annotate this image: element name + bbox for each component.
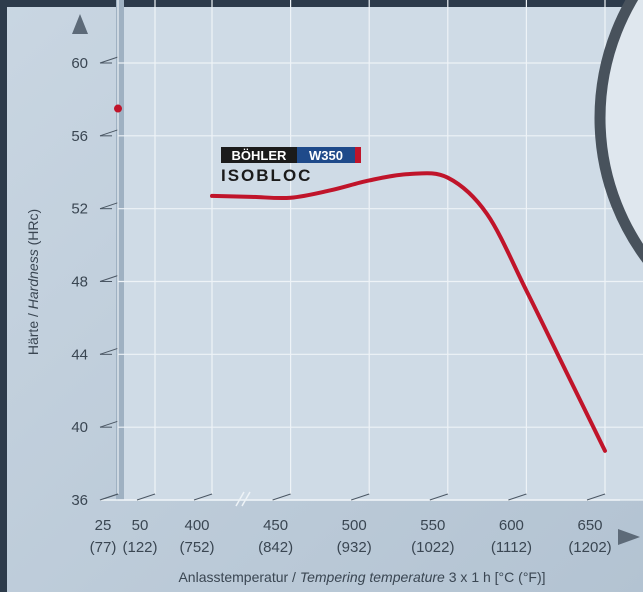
y-title-b: Hardness (25, 249, 41, 309)
x-tick-sublabel: (752) (179, 539, 214, 556)
x-title-c: 3 x 1 h [°C (°F)] (449, 569, 546, 585)
y-tick-label: 52 (71, 201, 88, 218)
logo-product: ISOBLOC (221, 166, 312, 185)
logo-maker: BÖHLER (232, 148, 288, 163)
x-tick-sublabel: (1202) (568, 539, 611, 556)
y-tick-label: 60 (71, 55, 88, 72)
plot-wall (118, 0, 643, 500)
hardness-point (114, 104, 122, 113)
frame-left (0, 0, 7, 592)
axis-wall (116, 0, 124, 500)
x-tick-label: 450 (263, 517, 288, 534)
grid-line (99, 275, 119, 282)
x-tick (508, 493, 527, 501)
logo-accent (355, 147, 361, 163)
y-tick-label: 44 (71, 346, 88, 363)
x-title-b: Tempering temperature (300, 569, 445, 585)
logo: BÖHLER W350 ISOBLOC (221, 147, 361, 185)
y-title-c: (HRc) (25, 209, 41, 246)
x-tick-label: 550 (420, 517, 445, 534)
logo-grade: W350 (309, 148, 343, 163)
logo-grade-box (297, 147, 355, 163)
logo-maker-box (221, 147, 297, 163)
x-tick (586, 493, 606, 501)
x-tick (136, 493, 156, 501)
x-axis-title: Anlasstemperatur / Tempering temperature… (178, 569, 545, 585)
lens (594, 0, 643, 263)
x-tick-label: 50 (132, 517, 149, 534)
y-tick-label: 56 (71, 128, 88, 145)
x-tick-label: 25 (95, 517, 112, 534)
grid-line (99, 347, 119, 355)
y-tick-label: 48 (71, 274, 88, 291)
y-axis-title: Härte / Hardness (HRc) (25, 209, 41, 355)
y-arrow (72, 14, 88, 34)
x-tick (99, 493, 119, 501)
grid-line (99, 420, 119, 428)
grid-line (99, 129, 119, 137)
x-tick-sublabel: (77) (90, 539, 117, 556)
x-tick-sublabel: (932) (337, 539, 372, 556)
x-tick-sublabel: (1112) (491, 539, 532, 556)
hardness-curve (210, 171, 607, 453)
x-tick-label: 650 (577, 517, 602, 534)
axis-break (235, 491, 251, 507)
x-title-a: Anlasstemperatur / (178, 569, 296, 585)
y-title-a: Härte / (25, 313, 41, 355)
x-tick-sublabel: (842) (258, 539, 293, 556)
x-arrow (618, 529, 640, 545)
x-tick (351, 493, 370, 501)
y-tick-label: 40 (71, 419, 88, 436)
y-tick-label: 36 (71, 492, 88, 509)
x-tick-label: 600 (499, 517, 524, 534)
x-tick-sublabel: (1022) (411, 539, 454, 556)
x-tick (429, 493, 448, 501)
grid-line (99, 56, 119, 64)
x-tick-label: 500 (342, 517, 367, 534)
x-tick (272, 493, 291, 501)
x-tick-label: 400 (184, 517, 209, 534)
x-tick (193, 493, 213, 501)
x-tick-sublabel: (122) (122, 539, 157, 556)
grid-line (99, 202, 119, 210)
frame-top (0, 0, 643, 7)
